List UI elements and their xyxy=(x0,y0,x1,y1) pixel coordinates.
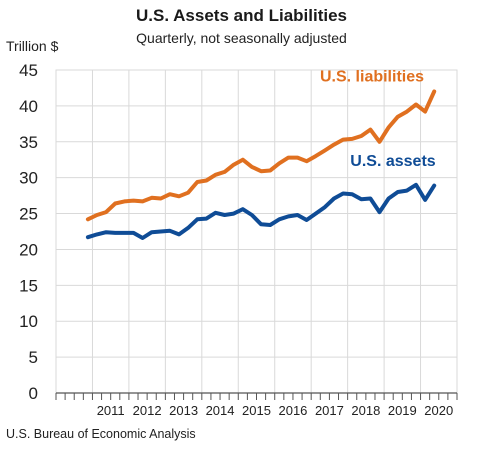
series-label-assets: U.S. assets xyxy=(350,153,435,170)
x-tick-label: 2020 xyxy=(424,403,453,418)
series-line-assets xyxy=(85,182,437,240)
x-tick-label: 2016 xyxy=(278,403,307,418)
source-note: U.S. Bureau of Economic Analysis xyxy=(6,427,196,441)
y-tick-label: 0 xyxy=(29,384,38,403)
y-tick-label: 10 xyxy=(19,312,38,331)
y-tick-label: 35 xyxy=(19,133,38,152)
x-tick-label: 2014 xyxy=(206,403,235,418)
y-tick-label: 20 xyxy=(19,240,38,259)
chart-subtitle: Quarterly, not seasonally adjusted xyxy=(136,30,347,46)
chart-title: U.S. Assets and Liabilities xyxy=(136,6,347,25)
y-tick-label: 40 xyxy=(19,97,38,116)
series-line-liabilities xyxy=(85,89,437,222)
y-tick-label: 5 xyxy=(29,348,38,367)
y-tick-label: 25 xyxy=(19,205,38,224)
x-tick-label: 2018 xyxy=(351,403,380,418)
x-tick-label: 2019 xyxy=(388,403,417,418)
x-tick-label: 2017 xyxy=(315,403,344,418)
x-tick-label: 2012 xyxy=(133,403,162,418)
y-tick-label: 45 xyxy=(19,61,38,80)
series-label-liabilities: U.S. liabilities xyxy=(320,68,424,85)
x-tick-label: 2015 xyxy=(242,403,271,418)
x-tick-label: 2013 xyxy=(169,403,198,418)
y-axis-label: Trillion $ xyxy=(6,38,59,54)
y-tick-label: 30 xyxy=(19,169,38,188)
x-tick-label: 2011 xyxy=(97,403,125,418)
y-tick-label: 15 xyxy=(19,276,38,295)
